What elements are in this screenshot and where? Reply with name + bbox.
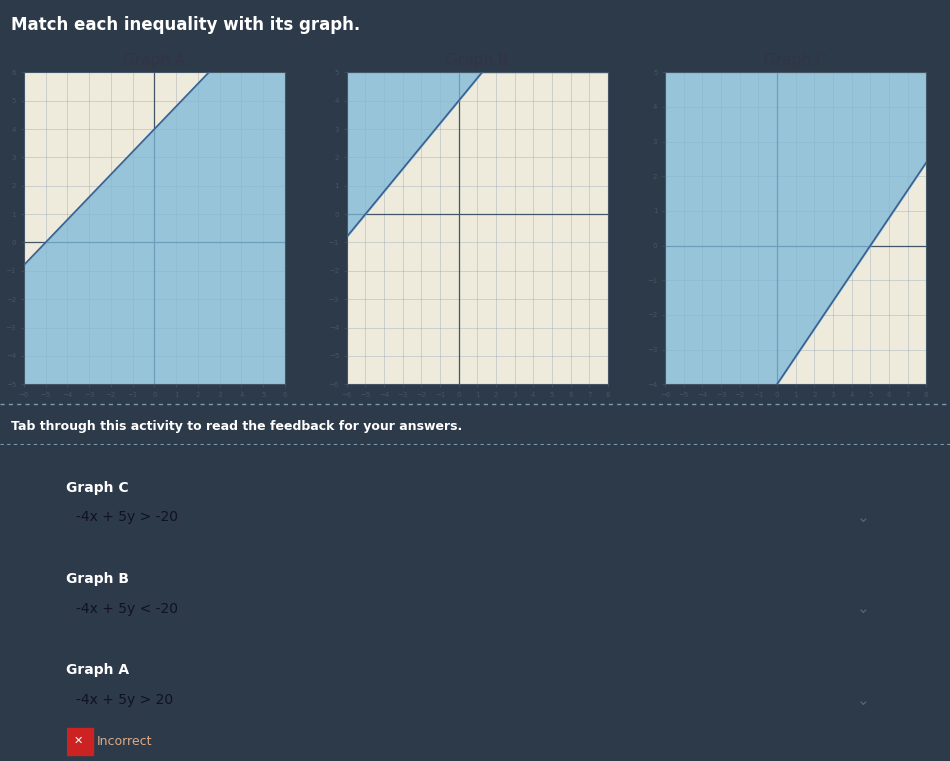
Text: Graph B: Graph B bbox=[66, 572, 129, 586]
Title: Graph B: Graph B bbox=[446, 53, 508, 68]
Text: ⌄: ⌄ bbox=[857, 510, 869, 525]
Text: Graph A: Graph A bbox=[66, 664, 129, 677]
Text: ⌄: ⌄ bbox=[857, 601, 869, 616]
Text: ✕: ✕ bbox=[73, 736, 83, 747]
Text: -4x + 5y < -20: -4x + 5y < -20 bbox=[76, 602, 179, 616]
Text: Incorrect: Incorrect bbox=[97, 734, 152, 748]
Text: ⌄: ⌄ bbox=[857, 693, 869, 708]
Text: -4x + 5y > -20: -4x + 5y > -20 bbox=[76, 511, 179, 524]
Text: -4x + 5y > 20: -4x + 5y > 20 bbox=[76, 693, 174, 707]
Text: Graph C: Graph C bbox=[66, 481, 129, 495]
Title: Graph A: Graph A bbox=[124, 53, 185, 68]
Title: Graph C: Graph C bbox=[765, 53, 826, 68]
Text: Match each inequality with its graph.: Match each inequality with its graph. bbox=[11, 16, 361, 33]
FancyBboxPatch shape bbox=[63, 728, 93, 755]
Text: Tab through this activity to read the feedback for your answers.: Tab through this activity to read the fe… bbox=[11, 419, 463, 432]
